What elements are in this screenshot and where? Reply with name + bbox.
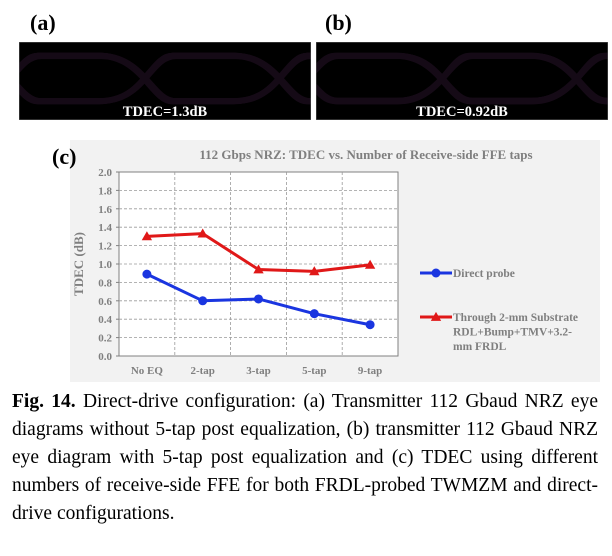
data-point — [309, 309, 319, 319]
data-point — [253, 264, 264, 274]
panel-label-a: (a) — [30, 10, 56, 35]
y-tick-label: 0.2 — [98, 333, 112, 345]
data-point — [364, 259, 376, 269]
caption-text: Direct-drive configuration: (a) Transmit… — [12, 391, 598, 524]
data-series — [141, 228, 376, 330]
tdec-chart: (c) 112 Gbps NRZ: TDEC vs. Number of Rec… — [52, 140, 600, 382]
y-tick-label: 0.0 — [98, 351, 112, 363]
x-tick-label: 9-tap — [358, 365, 382, 377]
x-tick-label: 5-tap — [302, 365, 326, 377]
figure-caption: Fig. 14. Direct-drive configuration: (a)… — [12, 388, 598, 528]
x-tick-label: No EQ — [131, 365, 164, 377]
x-tick-label: 3-tap — [246, 365, 270, 377]
x-tick-label: 2-tap — [190, 365, 214, 377]
y-tick-label: 1.6 — [98, 204, 112, 216]
y-tick-label: 0.4 — [98, 314, 112, 326]
eye-traces-b — [316, 42, 608, 120]
caption-fig-number: Fig. 14. — [12, 391, 76, 412]
y-axis-label: TDEC (dB) — [71, 232, 86, 296]
eye-traces-a — [19, 42, 311, 120]
legend: Direct probe Through 2-mm Substrate RDL+Bu… — [420, 268, 578, 353]
series-1 — [142, 269, 375, 330]
eye-diagram-b: TDEC=0.92dB — [316, 42, 608, 120]
y-tick-labels: 0.0 0.2 0.4 0.6 0.8 1.0 1.2 1.4 1.6 1.8 2.0 — [98, 167, 112, 363]
y-tick-label: 1.8 — [98, 185, 112, 197]
eye-diagram-a: TDEC=1.3dB — [19, 42, 311, 120]
data-point — [197, 228, 208, 238]
legend-marker — [430, 311, 442, 321]
legend-label: mm FRDL — [453, 341, 507, 353]
y-tick-label: 1.4 — [98, 222, 112, 234]
y-tick-label: 1.0 — [98, 259, 112, 271]
legend-item-1: Direct probe — [420, 268, 515, 280]
data-point — [141, 231, 153, 241]
data-point — [254, 294, 263, 304]
data-point — [142, 269, 152, 279]
chart-title: 112 Gbps NRZ: TDEC vs. Number of Receive… — [199, 147, 532, 162]
legend-item-2: Through 2-mm Substrate RDL+Bump+TMV+3.2- m… — [420, 311, 578, 353]
legend-label: Direct probe — [453, 268, 515, 280]
legend-label: RDL+Bump+TMV+3.2- — [453, 327, 572, 339]
data-point — [309, 266, 320, 276]
grid-lines — [116, 171, 398, 357]
series-2 — [141, 228, 376, 276]
legend-label: Through 2-mm Substrate — [453, 312, 578, 324]
legend-marker — [431, 268, 441, 278]
y-tick-label: 2.0 — [98, 167, 112, 179]
data-point — [198, 296, 208, 306]
panel-label-c: (c) — [52, 144, 76, 169]
data-point — [365, 320, 375, 330]
y-tick-label: 0.8 — [98, 277, 112, 289]
tdec-label-a: TDEC=1.3dB — [122, 103, 208, 120]
y-tick-label: 0.6 — [98, 296, 112, 308]
x-tick-labels: No EQ 2-tap 3-tap 5-tap 9-tap — [131, 365, 382, 377]
tdec-label-b: TDEC=0.92dB — [416, 103, 508, 120]
panel-label-b: (b) — [325, 10, 352, 35]
y-tick-label: 1.2 — [98, 241, 112, 253]
